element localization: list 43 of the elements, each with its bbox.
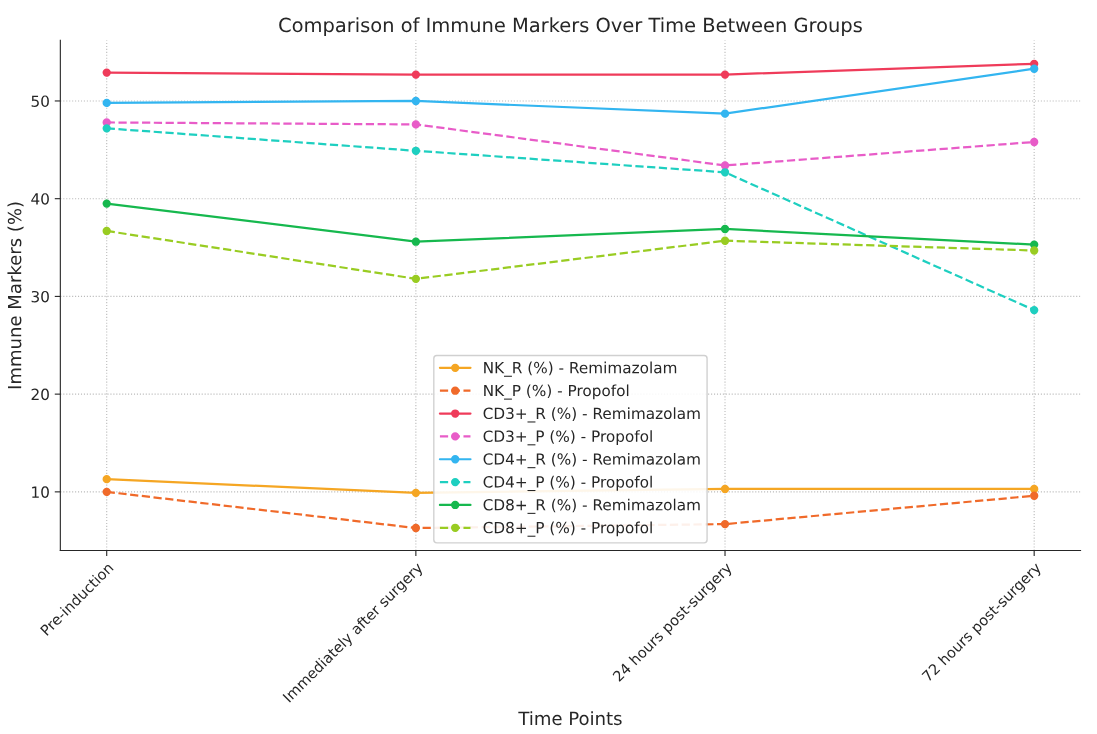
- point: [720, 236, 730, 245]
- point: [411, 274, 421, 283]
- point: [102, 68, 111, 77]
- y-axis-title: Immune Markers (%): [7, 202, 24, 389]
- point: [411, 96, 421, 106]
- legend-label: CD4+_P (%) - Propofol: [483, 475, 652, 492]
- point: [411, 488, 421, 498]
- point: [411, 146, 421, 155]
- point: [1030, 64, 1039, 73]
- point: [411, 120, 421, 129]
- legend-label: CD8+_P (%) - Propofol: [483, 521, 652, 537]
- y-tick-label: 20: [31, 388, 49, 401]
- point: [411, 237, 421, 246]
- y-tick-label: 10: [32, 486, 49, 498]
- point: [411, 523, 421, 533]
- point: [720, 224, 730, 234]
- y-tick-label: 40: [31, 193, 49, 205]
- legend-label: NK_R (%) - Remimazolam: [484, 361, 677, 377]
- point: [720, 168, 730, 177]
- point: [720, 484, 730, 494]
- point: [102, 98, 111, 108]
- point: [102, 474, 111, 484]
- point: [411, 70, 421, 79]
- point: [102, 487, 111, 497]
- x-axis-title: Time Points: [518, 711, 622, 726]
- y-tick-label: 30: [31, 290, 49, 303]
- point: [1030, 137, 1039, 147]
- point: [1030, 305, 1039, 315]
- point: [102, 199, 111, 208]
- legend-label: CD3+_P (%) - Propofol: [483, 430, 652, 446]
- point: [102, 124, 111, 133]
- point: [1030, 246, 1039, 255]
- y-tick-label: 50: [31, 95, 49, 107]
- point: [1030, 491, 1039, 500]
- legend-label: CD4+_R (%) - Remimazolam: [483, 452, 700, 469]
- legend-label: NK_P (%) - Propofol: [484, 384, 629, 400]
- point: [720, 109, 730, 118]
- chart-title: Comparison of Immune Markers Over Time Between Groups: [279, 17, 862, 37]
- point: [720, 519, 730, 529]
- point: [102, 226, 111, 236]
- legend-label: CD8+_R (%) - Remimazolam: [483, 498, 700, 514]
- point: [720, 70, 730, 79]
- legend-label: CD3+_R (%) - Remimazolam: [483, 407, 700, 423]
